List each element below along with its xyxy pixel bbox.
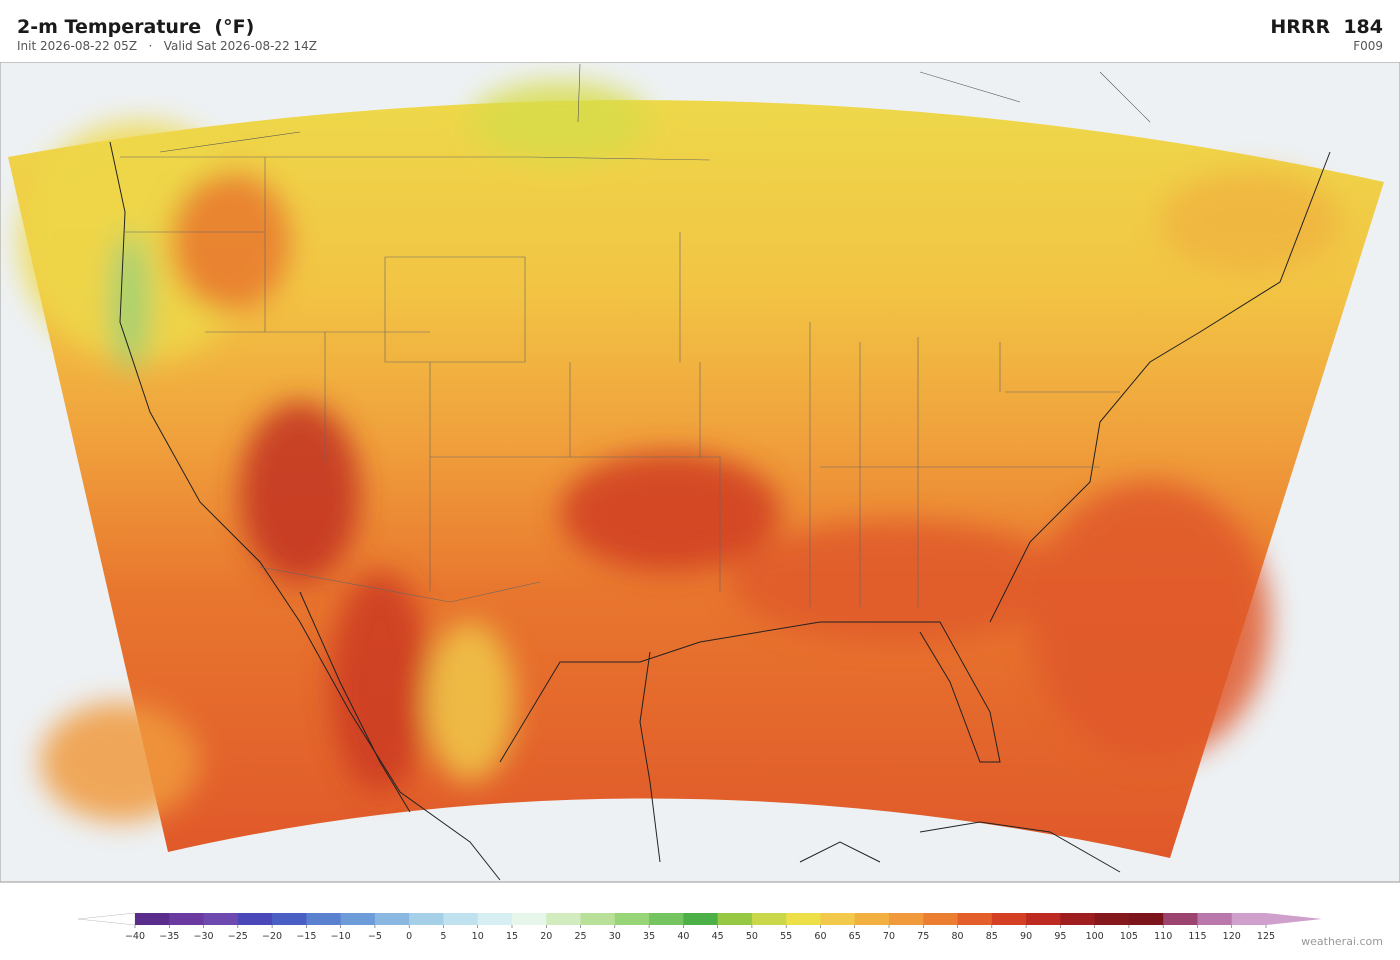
forecast-hour: F009 (1353, 39, 1383, 53)
colorbar-tick-label: −25 (228, 931, 248, 942)
colorbar-segment (1231, 913, 1267, 925)
subtitle: Init 2026-08-22 05Z · Valid Sat 2026-08-… (17, 39, 318, 53)
colorbar-segment (854, 913, 890, 925)
colorbar-tick-label: −10 (331, 931, 351, 942)
colorbar-segment (306, 913, 342, 925)
colorbar-segment (169, 913, 205, 925)
colorbar: −40 −35 −30 −25 −20 −15 −10 −5 0 5 10 15 20 25 30 35 40 4… (77, 912, 1322, 942)
colorbar-tick-label: 95 (1054, 931, 1066, 942)
colorbar-tick-label: 20 (540, 931, 552, 942)
colorbar-segment (683, 913, 719, 925)
colorbar-segment (477, 913, 513, 925)
colorbar-tick-label: 50 (746, 931, 758, 942)
colorbar-segment (1197, 913, 1233, 925)
colorbar-tick-label: 125 (1257, 931, 1275, 942)
colorbar-segment (751, 913, 787, 925)
colorbar-tick-label: −40 (125, 931, 145, 942)
colorbar-segment (1163, 913, 1198, 925)
colorbar-segment (614, 913, 650, 925)
coastlines (109, 141, 1331, 881)
colorbar-tick-label: 110 (1154, 931, 1172, 942)
colorbar-segment (272, 913, 307, 925)
colorbar-segment (135, 913, 170, 925)
colorbar-segment (923, 913, 959, 925)
colorbar-tick-label: 65 (849, 931, 861, 942)
colorbar-segment (1026, 913, 1061, 925)
colorbar-segment (443, 913, 479, 925)
colorbar-segment (237, 913, 273, 925)
colorbar-segment (374, 913, 410, 925)
colorbar-tick-label: 45 (712, 931, 724, 942)
colorbar-tick-label: 55 (780, 931, 792, 942)
colorbar-tick-label: 105 (1120, 931, 1138, 942)
colorbar-segment (786, 913, 821, 925)
colorbar-tick-label: 70 (883, 931, 895, 942)
colorbar-tick-label: 5 (440, 931, 446, 942)
colorbar-segment (649, 913, 684, 925)
colorbar-tick-label: 10 (472, 931, 484, 942)
colorbar-segment (1094, 913, 1130, 925)
colorbar-segment (957, 913, 993, 925)
colorbar-extend-high (1266, 913, 1322, 925)
state-borders (120, 156, 1120, 607)
colorbar-tick-label: −35 (159, 931, 179, 942)
title: 2-m Temperature (°F) (17, 16, 255, 38)
colorbar-segment (991, 913, 1027, 925)
colorbar-tick-label: 25 (574, 931, 586, 942)
colorbar-tick-label: 40 (677, 931, 689, 942)
colorbar-tick-label: −20 (262, 931, 282, 942)
colorbar-segment (1060, 913, 1096, 925)
colorbar-tick-label: 35 (643, 931, 655, 942)
colorbar-segment (546, 913, 582, 925)
colorbar-tick-label: 90 (1020, 931, 1032, 942)
colorbar-extend-low (77, 912, 136, 926)
map (0, 62, 1400, 883)
colorbar-tick-label: −5 (368, 931, 382, 942)
model-label: HRRR 184 (1270, 16, 1383, 38)
colorbar-segment (512, 913, 547, 925)
colorbar-segment (580, 913, 616, 925)
colorbar-tick-label: 0 (406, 931, 412, 942)
colorbar-tick-label: 85 (986, 931, 998, 942)
colorbar-tick-label: 15 (506, 931, 518, 942)
borders-outside (159, 63, 1151, 153)
colorbar-segment (889, 913, 924, 925)
colorbar-tick-label: 100 (1086, 931, 1104, 942)
colorbar-tick-label: 120 (1223, 931, 1241, 942)
colorbar-tick-label: −30 (194, 931, 214, 942)
colorbar-segment (717, 913, 753, 925)
colorbar-segment (203, 913, 239, 925)
colorbar-segment (1128, 913, 1164, 925)
colorbar-tick-label: −15 (296, 931, 316, 942)
colorbar-tick-label: 80 (951, 931, 963, 942)
model-domain (8, 82, 1384, 858)
colorbar-segment (340, 913, 376, 925)
colorbar-tick-label: 60 (814, 931, 826, 942)
colorbar-segment (409, 913, 444, 925)
colorbar-tick-label: 115 (1188, 931, 1206, 942)
colorbar-tick-label: 75 (917, 931, 929, 942)
colorbar-tick-label: 30 (609, 931, 621, 942)
colorbar-segment (820, 913, 856, 925)
credit: weatherai.com (1301, 935, 1383, 948)
